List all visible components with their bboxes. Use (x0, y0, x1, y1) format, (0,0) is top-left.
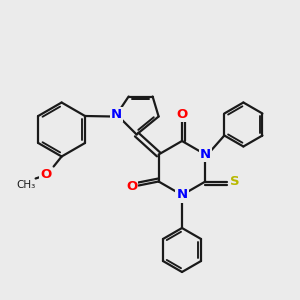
Text: N: N (111, 108, 122, 121)
Text: O: O (176, 107, 188, 121)
Text: CH₃: CH₃ (16, 181, 35, 190)
Text: O: O (40, 168, 51, 181)
Text: N: N (200, 148, 211, 161)
Text: N: N (176, 188, 188, 202)
Text: S: S (230, 175, 239, 188)
Text: O: O (126, 180, 137, 193)
